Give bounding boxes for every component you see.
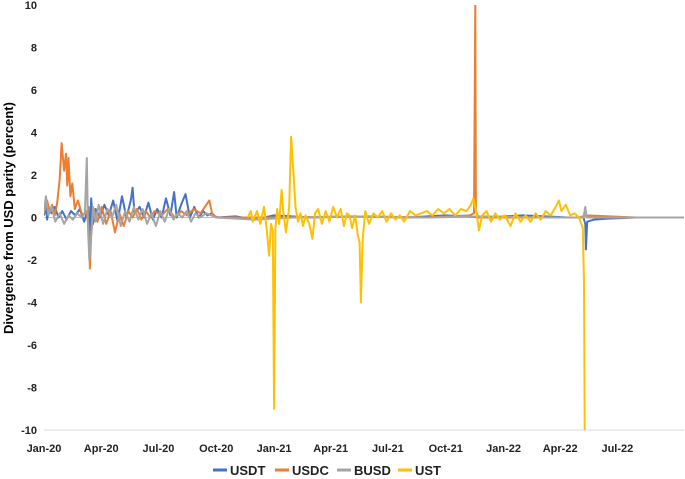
y-axis-ticks: 10 8 6 4 2 0 -2 -4 -6 -8 -10: [21, 0, 38, 437]
y-tick-label: 8: [31, 43, 37, 55]
legend-label: USDC: [292, 463, 329, 478]
x-tick-label: Apr-21: [313, 443, 348, 455]
legend-item-ust: UST: [398, 463, 441, 478]
x-tick-label: Jan-22: [486, 443, 521, 455]
x-tick-label: Jan-20: [27, 443, 62, 455]
series-line-busd: [44, 157, 684, 261]
legend-label: USDT: [230, 463, 265, 478]
y-tick-label: 0: [31, 213, 37, 225]
legend-item-usdt: USDT: [213, 463, 265, 478]
series-line-ust: [246, 135, 586, 430]
y-tick-label: -2: [27, 255, 37, 267]
legend-item-usdc: USDC: [275, 463, 329, 478]
x-tick-label: Jul-20: [143, 443, 175, 455]
y-tick-label: 10: [25, 0, 37, 12]
y-tick-label: -8: [27, 383, 37, 395]
x-tick-label: Apr-22: [543, 443, 578, 455]
legend-label: UST: [415, 463, 441, 478]
y-tick-label: -4: [27, 298, 38, 310]
legend-item-busd: BUSD: [337, 463, 391, 478]
x-tick-label: Jul-21: [372, 443, 404, 455]
y-axis-label: Divergence from USD parity (percent): [1, 102, 16, 334]
y-tick-label: -6: [27, 340, 37, 352]
x-axis-ticks: Jan-20 Apr-20 Jul-20 Oct-20 Jan-21 Apr-21 Jul-…: [27, 443, 634, 455]
x-tick-label: Apr-20: [84, 443, 119, 455]
y-tick-label: 6: [31, 85, 37, 97]
y-axis-title: Divergence from USD parity (percent): [1, 102, 16, 334]
x-tick-label: Jul-22: [601, 443, 633, 455]
x-tick-label: Oct-21: [429, 443, 463, 455]
x-tick-label: Jan-21: [257, 443, 292, 455]
x-tick-label: Oct-20: [199, 443, 233, 455]
y-tick-label: 2: [31, 170, 37, 182]
y-tick-label: -10: [21, 425, 37, 437]
legend: USDT USDC BUSD UST: [213, 463, 441, 478]
legend-label: BUSD: [354, 463, 391, 478]
series-layer: [44, 5, 684, 430]
y-tick-label: 4: [31, 128, 38, 140]
